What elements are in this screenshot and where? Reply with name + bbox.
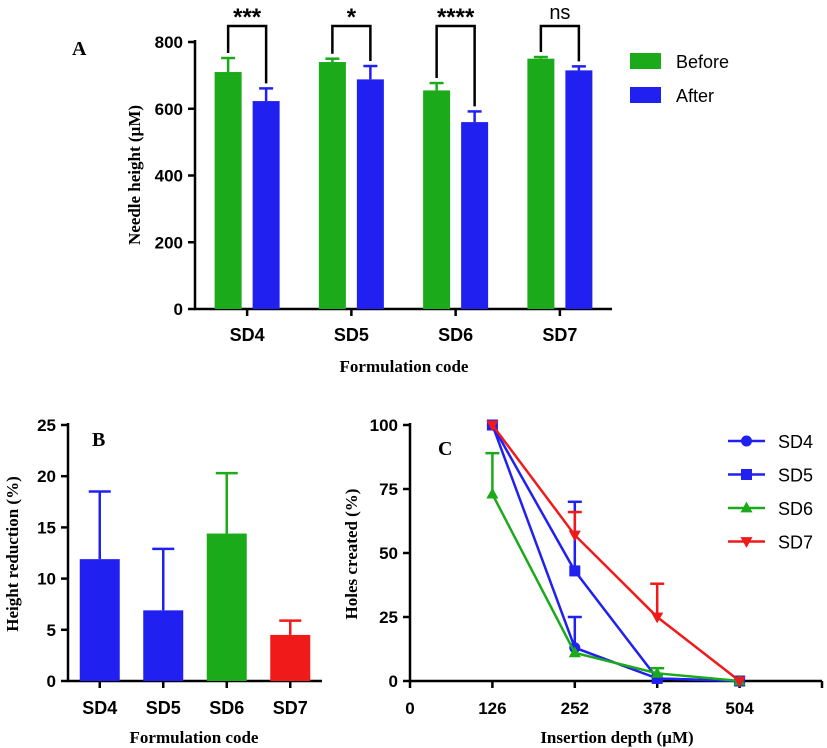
panel-a-bar-after-sd7 bbox=[565, 70, 593, 310]
panel-a-legend-swatch-before bbox=[630, 53, 661, 69]
panel-c-y-tick-label: 25 bbox=[379, 608, 398, 627]
panel-c-x-tick-label: 378 bbox=[643, 699, 671, 718]
panel-b-y-tick-label: 25 bbox=[37, 416, 56, 435]
panel-a-x-tick-label: SD7 bbox=[542, 325, 577, 345]
panel-a-significance-bracket bbox=[331, 24, 372, 62]
panel-b-y-tick-label: 5 bbox=[47, 621, 56, 640]
panel-b-y-tick-label: 10 bbox=[37, 570, 56, 589]
panel-b-y-tick-label: 20 bbox=[37, 467, 56, 486]
panel-c-point-sd6 bbox=[486, 487, 499, 499]
panel-b-bar-sd6 bbox=[206, 533, 247, 681]
panel-b-x-tick-label: SD4 bbox=[82, 698, 117, 718]
panel-a-significance-bracket bbox=[226, 24, 268, 84]
panel-a: A Needle height (µM) Formulation code 0 2… bbox=[72, 2, 729, 376]
panel-a-legend-swatch-after bbox=[630, 87, 661, 103]
panel-a-x-tick-label: SD5 bbox=[334, 325, 369, 345]
panel-c-y-tick-label: 75 bbox=[379, 480, 398, 499]
panel-a-x-axis-title: Formulation code bbox=[340, 357, 469, 376]
panel-c: C Holes created (%) Insertion depth (µM)… bbox=[342, 416, 824, 747]
panel-c-line-sd6 bbox=[491, 493, 740, 683]
panel-a-significance-label: *** bbox=[233, 4, 262, 31]
panel-a-y-tick-label: 200 bbox=[155, 233, 183, 252]
panel-b-y-axis-title: Height reduction (%) bbox=[3, 476, 22, 632]
panel-c-point-sd7 bbox=[733, 676, 746, 688]
panel-a-significance-label: **** bbox=[437, 4, 475, 31]
panel-b-letter: B bbox=[92, 429, 105, 451]
panel-b-y-tick-label: 15 bbox=[37, 518, 56, 537]
panel-b-bar-sd7 bbox=[270, 634, 311, 681]
panel-a-bar-before-sd7 bbox=[527, 58, 555, 309]
panel-c-point-sd6 bbox=[568, 646, 581, 658]
panel-c-y-tick-label: 0 bbox=[389, 672, 398, 691]
panel-b-x-tick-label: SD5 bbox=[146, 698, 181, 718]
panel-c-y-axis-title: Holes created (%) bbox=[342, 489, 361, 620]
panel-b-x-tick-label: SD7 bbox=[273, 698, 308, 718]
panel-c-line-sd4 bbox=[491, 424, 740, 683]
panel-a-bar-before-sd6 bbox=[423, 90, 451, 309]
panel-b-bar-sd4 bbox=[79, 559, 120, 681]
panel-c-legend-marker-sd4 bbox=[741, 435, 752, 447]
panel-a-x-tick-label: SD4 bbox=[230, 325, 265, 345]
panel-a-y-axis-title: Needle height (µM) bbox=[125, 105, 144, 245]
panel-b-y-tick-label: 0 bbox=[47, 672, 56, 691]
panel-b: B Height reduction (%) Formulation code … bbox=[3, 416, 322, 747]
panel-a-y-tick-label: 0 bbox=[174, 300, 183, 319]
panel-c-point-sd5 bbox=[569, 565, 581, 577]
panel-c-point-sd6 bbox=[651, 666, 664, 678]
panel-c-x-tick-label: 126 bbox=[478, 699, 506, 718]
panel-a-letter: A bbox=[72, 38, 87, 60]
panel-c-x-tick-label: 504 bbox=[725, 699, 754, 718]
panel-a-legend-label-before: Before bbox=[676, 52, 729, 72]
panel-c-letter: C bbox=[438, 438, 452, 460]
panel-a-y-tick-label: 600 bbox=[155, 100, 183, 119]
panel-c-y-tick-label: 50 bbox=[379, 544, 398, 563]
panel-c-x-axis-title: Insertion depth (µM) bbox=[540, 728, 693, 747]
panel-c-legend-marker-sd6 bbox=[740, 501, 753, 513]
panel-a-bar-after-sd6 bbox=[461, 122, 489, 309]
panel-b-x-tick-label: SD6 bbox=[209, 698, 244, 718]
panel-c-x-tick-label: 252 bbox=[561, 699, 589, 718]
panel-c-x-tick-label: 0 bbox=[405, 699, 414, 718]
panel-c-legend-label-sd4: SD4 bbox=[778, 432, 813, 452]
panel-c-point-sd7 bbox=[568, 530, 581, 542]
panel-c-point-sd7 bbox=[651, 612, 664, 624]
panel-c-line-sd5 bbox=[491, 424, 740, 683]
panel-b-bar-sd5 bbox=[143, 610, 184, 681]
panel-c-legend-marker-sd5 bbox=[741, 469, 752, 480]
panel-a-significance-bracket bbox=[435, 24, 476, 107]
panel-a-bar-after-sd5 bbox=[356, 79, 384, 309]
panel-a-bar-after-sd4 bbox=[252, 101, 280, 309]
panel-b-x-axis-title: Formulation code bbox=[130, 728, 259, 747]
panel-c-legend-label-sd5: SD5 bbox=[778, 466, 813, 486]
panel-a-x-tick-label: SD6 bbox=[438, 325, 473, 345]
panel-c-legend-label-sd7: SD7 bbox=[778, 533, 813, 553]
panel-a-legend-label-after: After bbox=[676, 86, 714, 106]
panel-c-point-sd7 bbox=[486, 420, 499, 432]
panel-c-line-sd7 bbox=[491, 424, 741, 682]
panel-a-significance-bracket bbox=[539, 24, 581, 62]
panel-a-bar-before-sd5 bbox=[318, 62, 346, 310]
panel-a-bar-before-sd4 bbox=[214, 72, 242, 309]
panel-a-y-tick-label: 800 bbox=[155, 33, 183, 52]
panel-c-y-tick-label: 100 bbox=[370, 416, 398, 435]
panel-c-legend-label-sd6: SD6 bbox=[778, 499, 813, 519]
panel-a-significance-label: ns bbox=[549, 2, 570, 24]
panel-c-legend-marker-sd7 bbox=[740, 537, 753, 548]
panel-a-significance-label: * bbox=[347, 4, 357, 31]
panel-a-y-tick-label: 400 bbox=[155, 167, 183, 186]
panel-c-point-sd5 bbox=[651, 672, 663, 684]
